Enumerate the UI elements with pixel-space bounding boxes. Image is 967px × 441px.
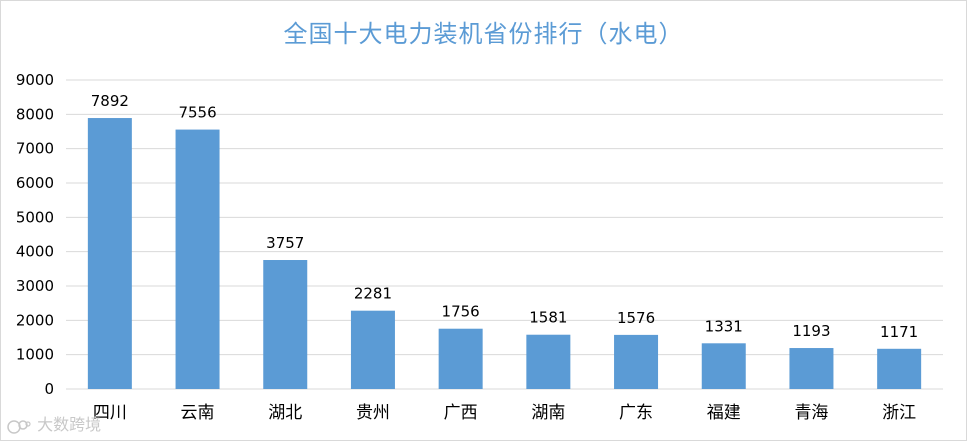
y-tick-label: 7000 [16,140,54,158]
watermark-text: 大数跨境 [37,415,102,434]
bar [614,334,659,389]
bar [789,348,834,389]
watermark: 大数跨境 [6,411,101,435]
bar [87,118,132,390]
x-category-label: 广东 [619,403,653,423]
bar [877,348,922,389]
camera-logo-icon [6,417,32,435]
y-tick-label: 1000 [16,346,54,364]
data-label: 1193 [792,322,830,340]
x-category-label: 福建 [707,403,741,423]
data-label: 7556 [178,104,216,122]
data-label: 1581 [529,309,567,327]
x-category-label: 云南 [181,403,215,423]
y-tick-label: 0 [44,380,54,398]
x-category-label: 广西 [444,403,478,423]
data-label: 3757 [266,234,304,252]
bar [175,129,220,389]
x-category-label: 湖北 [268,403,302,423]
x-category-label: 贵州 [356,403,390,423]
chart-title: 全国十大电力装机省份排行（水电） [283,20,684,48]
y-tick-label: 3000 [16,277,54,295]
data-label: 1756 [442,303,480,321]
bar [350,310,395,389]
y-tick-label: 6000 [16,174,54,192]
bar [526,334,571,389]
x-category-label: 青海 [794,403,828,423]
bar [701,343,746,389]
data-label: 7892 [91,92,129,110]
y-tick-label: 2000 [16,311,54,329]
x-category-label: 湖南 [531,403,565,423]
bar [438,328,483,389]
data-label: 1331 [705,317,743,335]
y-tick-label: 8000 [16,105,54,123]
y-tick-label: 4000 [16,243,54,261]
data-label: 1171 [880,323,918,341]
y-tick-label: 5000 [16,208,54,226]
data-label: 1576 [617,309,655,327]
data-label: 2281 [354,285,392,303]
x-category-label: 四川 [93,403,127,423]
bar [263,260,308,389]
y-tick-label: 9000 [16,71,54,89]
x-category-label: 浙江 [882,403,916,423]
